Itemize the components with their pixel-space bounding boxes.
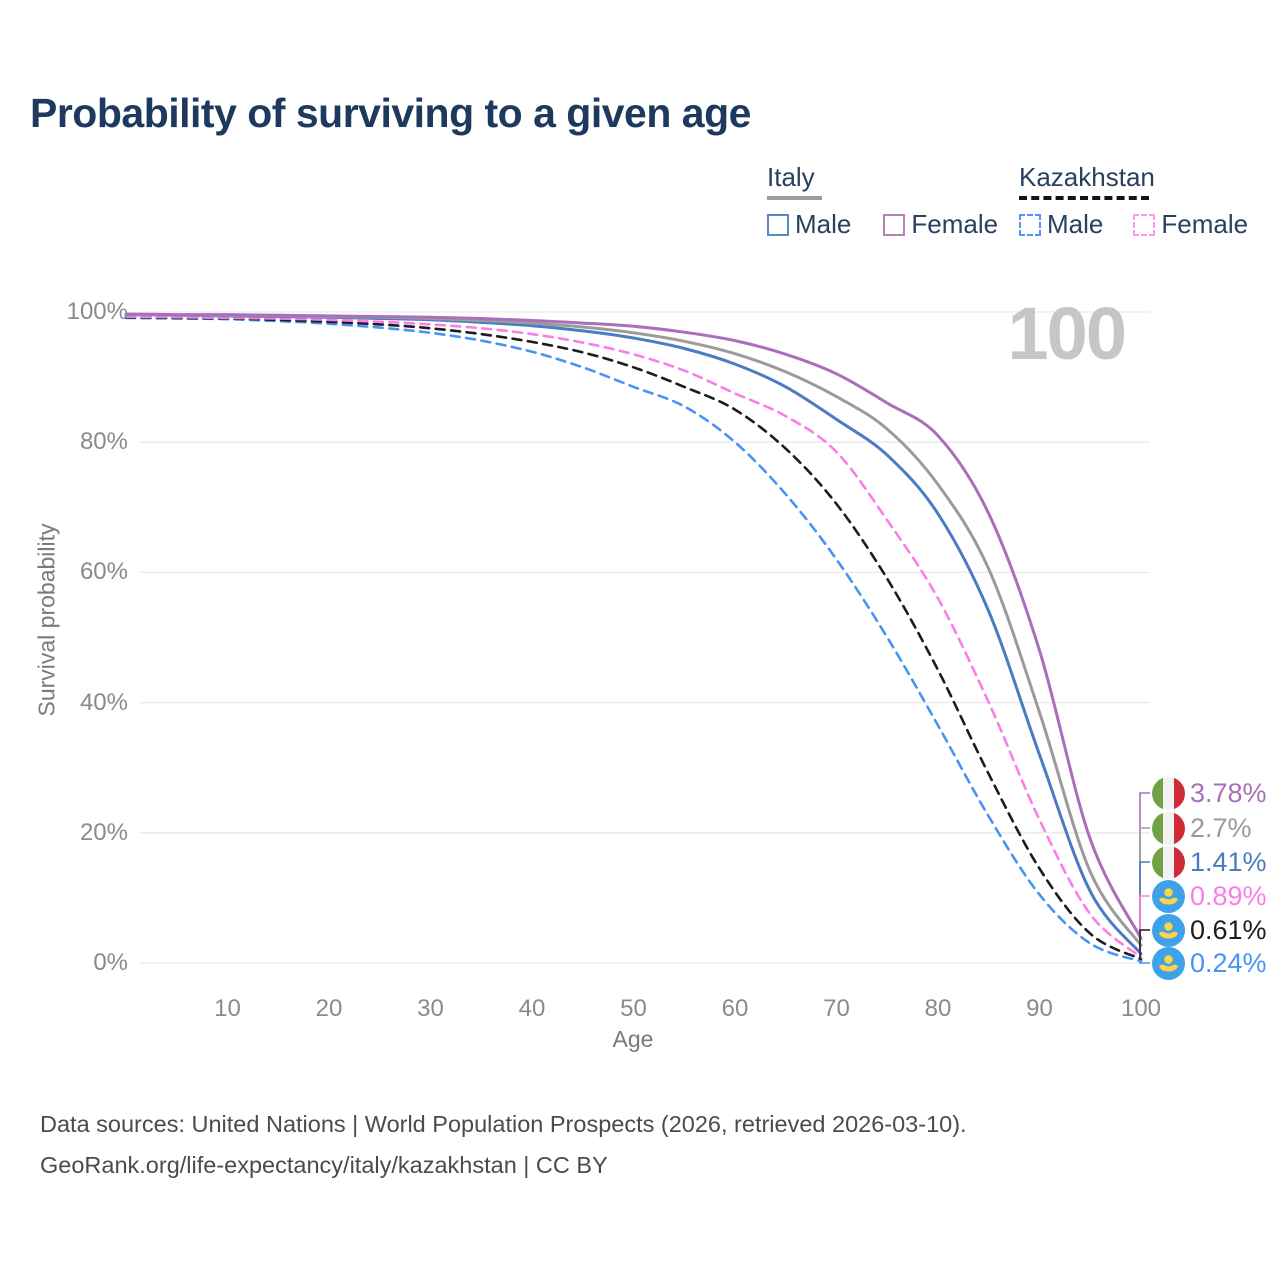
legend-item-kazakhstan-female[interactable]: Female bbox=[1133, 209, 1248, 240]
kazakhstan-male-swatch-icon bbox=[1019, 213, 1041, 236]
end-value-italy-male: 1.41% bbox=[1190, 846, 1267, 877]
x-axis-title: Age bbox=[612, 1026, 654, 1052]
end-label-row-italy-total: 2.7% bbox=[1152, 811, 1252, 845]
legend-item-italy-female[interactable]: Female bbox=[883, 209, 998, 240]
italy-flag-icon bbox=[1152, 845, 1185, 879]
y-axis-title: Survival probability bbox=[33, 523, 60, 717]
end-value-kazakhstan-male: 0.24% bbox=[1190, 947, 1267, 978]
legend-kazakhstan-male-label: Male bbox=[1047, 209, 1104, 239]
kazakhstan-flag-icon bbox=[1152, 946, 1185, 980]
series-curve-kazakhstan-total[interactable] bbox=[124, 315, 1143, 961]
end-label-row-italy-female: 3.78% bbox=[1152, 776, 1267, 810]
x-tick-40: 40 bbox=[518, 995, 546, 1022]
series-curve-kazakhstan-male[interactable] bbox=[124, 316, 1143, 963]
y-tick-0pct: 0% bbox=[93, 949, 128, 976]
y-tick-40pct: 40% bbox=[79, 688, 128, 716]
italy-flag-icon bbox=[1152, 776, 1185, 810]
leader-line-italy-total bbox=[1139, 827, 1150, 946]
legend-kazakhstan-title: Kazakhstan bbox=[1019, 162, 1155, 192]
italy-male-swatch-icon bbox=[767, 213, 789, 236]
hover-age-watermark: 100 bbox=[1007, 292, 1127, 375]
leader-line-italy-male bbox=[1139, 861, 1150, 954]
series-curve-italy-total[interactable] bbox=[124, 313, 1143, 947]
leader-line-kazakhstan-female bbox=[1139, 895, 1150, 958]
kazakhstan-flag-icon bbox=[1152, 879, 1185, 913]
y-tick-100pct: 100% bbox=[66, 298, 128, 325]
end-label-row-kazakhstan-female: 0.89% bbox=[1152, 879, 1267, 913]
x-tick-30: 30 bbox=[417, 995, 444, 1022]
end-label-row-italy-male: 1.41% bbox=[1152, 845, 1267, 879]
y-tick-60pct: 60% bbox=[79, 558, 128, 586]
legend-italy-title: Italy bbox=[767, 162, 815, 192]
italy-flag-icon bbox=[1152, 811, 1185, 845]
x-tick-50: 50 bbox=[620, 995, 647, 1022]
page-title: Probability of surviving to a given age bbox=[30, 90, 751, 136]
italy-female-swatch-icon bbox=[883, 213, 906, 236]
legend-item-italy-male[interactable]: Male bbox=[767, 209, 851, 240]
footer-attribution-line: GeoRank.org/life-expectancy/italy/kazakh… bbox=[40, 1152, 608, 1178]
legend-kazakhstan-line-style bbox=[1019, 196, 1149, 200]
series-curve-italy-male[interactable] bbox=[124, 313, 1143, 956]
end-value-kazakhstan-female: 0.89% bbox=[1190, 880, 1267, 911]
series-curve-italy-female[interactable] bbox=[124, 312, 1143, 940]
legend-italy-line-style bbox=[767, 196, 822, 200]
legend-kazakhstan: Kazakhstan Male Female bbox=[1019, 162, 1248, 240]
x-tick-100: 100 bbox=[1120, 995, 1162, 1022]
series-curve-kazakhstan-female[interactable] bbox=[124, 315, 1143, 959]
x-tick-20: 20 bbox=[315, 995, 343, 1022]
x-tick-70: 70 bbox=[823, 995, 850, 1022]
y-tick-20pct: 20% bbox=[79, 818, 128, 846]
legend-italy-female-label: Female bbox=[911, 209, 999, 239]
x-tick-10: 10 bbox=[214, 995, 241, 1022]
kazakhstan-flag-icon bbox=[1152, 913, 1185, 947]
end-value-kazakhstan-total: 0.61% bbox=[1190, 914, 1267, 945]
x-tick-90: 90 bbox=[1026, 995, 1053, 1022]
x-tick-80: 80 bbox=[924, 995, 952, 1022]
end-value-italy-total: 2.7% bbox=[1190, 812, 1252, 843]
y-tick-80pct: 80% bbox=[79, 428, 128, 456]
legend-italy: Italy Male Female bbox=[767, 162, 998, 240]
end-label-row-kazakhstan-male: 0.24% bbox=[1152, 946, 1267, 980]
legend-kazakhstan-female-label: Female bbox=[1161, 209, 1249, 239]
x-tick-60: 60 bbox=[721, 995, 749, 1022]
data-source-footer: Data sources: United Nations | World Pop… bbox=[40, 1104, 1190, 1186]
legend-item-kazakhstan-male[interactable]: Male bbox=[1019, 209, 1103, 240]
legend-italy-male-label: Male bbox=[795, 209, 852, 239]
leader-line-italy-female bbox=[1139, 792, 1150, 939]
leader-line-kazakhstan-male bbox=[1139, 961, 1150, 964]
end-label-row-kazakhstan-total: 0.61% bbox=[1152, 913, 1267, 947]
footer-sources-line: Data sources: United Nations | World Pop… bbox=[40, 1111, 967, 1137]
kazakhstan-female-swatch-icon bbox=[1133, 213, 1156, 236]
end-value-italy-female: 3.78% bbox=[1190, 777, 1267, 808]
leader-line-kazakhstan-total bbox=[1139, 929, 1150, 959]
